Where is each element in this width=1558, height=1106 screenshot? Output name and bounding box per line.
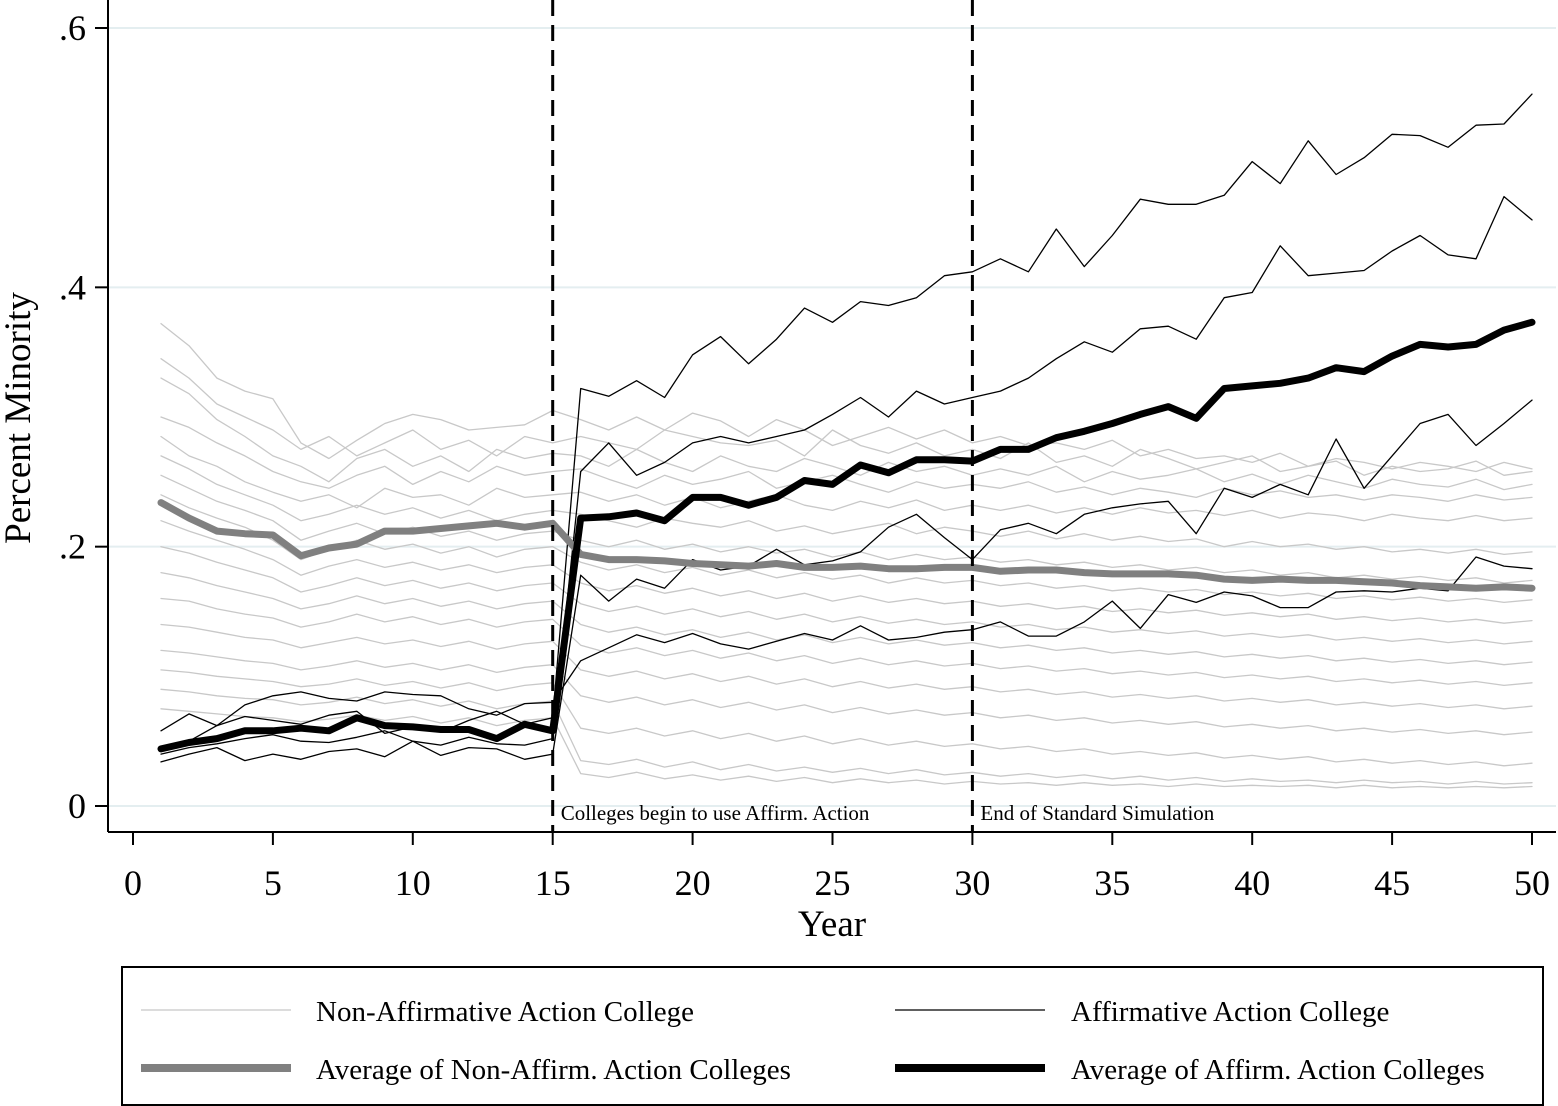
legend-label-1: Affirmative Action College bbox=[1071, 996, 1389, 1028]
non-aa-college-line-13 bbox=[160, 623, 1533, 710]
non-aa-college-line-10 bbox=[160, 546, 1533, 645]
y-tick-label-1: .2 bbox=[59, 527, 86, 567]
x-tick-label-3: 15 bbox=[535, 863, 571, 903]
axes: 0 5 10 15 20 25 30 35 40 45 50 0 .2 .4 .6 Year Percent M… bbox=[0, 0, 1556, 945]
non-aa-college-line-16 bbox=[160, 688, 1533, 785]
x-tick-label-8: 40 bbox=[1234, 863, 1270, 903]
x-tick-label-6: 30 bbox=[954, 863, 990, 903]
x-tick-label-7: 35 bbox=[1094, 863, 1130, 903]
x-tick-label-0: 0 bbox=[124, 863, 142, 903]
x-tick-label-2: 10 bbox=[395, 863, 431, 903]
series-lines bbox=[157, 93, 1536, 789]
non-aa-college-line-2 bbox=[160, 358, 1533, 476]
reference-line-label-0: Colleges begin to use Affirm. Action bbox=[561, 801, 870, 825]
non-aa-college-line-15 bbox=[160, 669, 1533, 767]
aa-college-line-2 bbox=[160, 195, 1533, 755]
y-tick-label-2: .4 bbox=[59, 267, 86, 307]
x-tick-label-9: 45 bbox=[1374, 863, 1410, 903]
legend-label-2: Average of Non-Affirm. Action Colleges bbox=[316, 1054, 791, 1086]
legend-box bbox=[121, 966, 1544, 1106]
y-tick-label-0: 0 bbox=[68, 786, 86, 826]
x-tick-label-5: 25 bbox=[815, 863, 851, 903]
non-aa-college-line-8 bbox=[160, 494, 1533, 604]
aa-college-line-3 bbox=[160, 399, 1533, 763]
non-aa-college-line-17 bbox=[160, 708, 1533, 789]
aa-average-line-1 bbox=[157, 318, 1536, 753]
legend-label-0: Non-Affirmative Action College bbox=[316, 996, 694, 1028]
non-aa-college-line-5 bbox=[160, 435, 1533, 522]
x-tick-label-10: 50 bbox=[1514, 863, 1550, 903]
x-tick-label-1: 5 bbox=[264, 863, 282, 903]
gridlines bbox=[108, 27, 1556, 807]
non-aa-college-line-9 bbox=[160, 520, 1533, 624]
y-axis-title: Percent Minority bbox=[0, 292, 39, 544]
x-tick-label-4: 20 bbox=[675, 863, 711, 903]
aa-college-line-4 bbox=[160, 556, 1533, 753]
non-aa-college-line-6 bbox=[160, 455, 1533, 556]
non-aa-college-line-12 bbox=[160, 597, 1533, 687]
reference-lines: Colleges begin to use Affirm. Action End … bbox=[551, 0, 1215, 832]
non-aa-college-line-4 bbox=[160, 416, 1533, 502]
non-aa-college-line-11 bbox=[160, 571, 1533, 666]
y-tick-label-3: .6 bbox=[59, 8, 86, 48]
legend: Non-Affirmative Action College Affirmativ… bbox=[121, 966, 1544, 1106]
reference-line-label-1: End of Standard Simulation bbox=[980, 801, 1214, 825]
non-aa-average-line-1 bbox=[157, 499, 1536, 592]
aa-college-line-1 bbox=[160, 93, 1533, 735]
non-aa-college-line-14 bbox=[160, 649, 1533, 736]
legend-label-3: Average of Affirm. Action Colleges bbox=[1071, 1054, 1485, 1086]
x-axis-title: Year bbox=[798, 904, 866, 945]
non-aa-college-line-1 bbox=[160, 322, 1533, 473]
